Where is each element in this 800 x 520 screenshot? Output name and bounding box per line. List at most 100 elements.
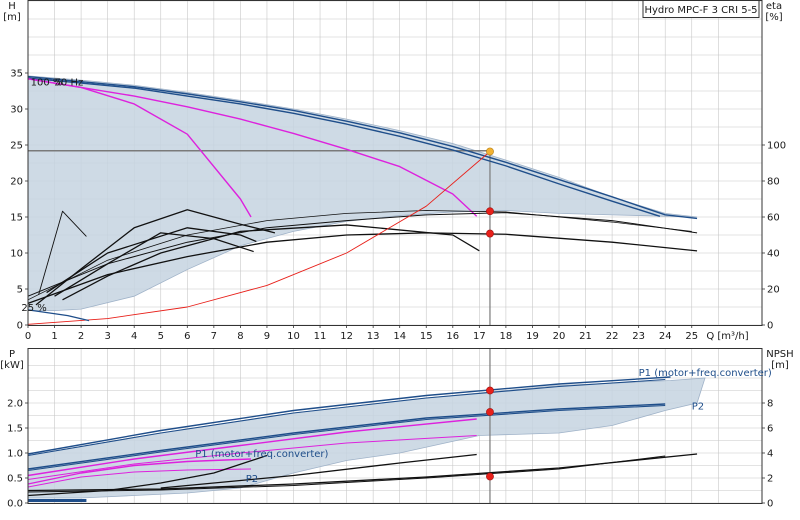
head-eta-series-blue-1 xyxy=(27,77,661,217)
head-eta-ytick-right-label: 60 xyxy=(767,213,780,224)
xtick-label: 10 xyxy=(287,331,300,342)
xaxis-label: Q [m³/h] xyxy=(706,331,748,342)
power-npsh-annotation-1: P2 xyxy=(692,402,704,413)
power-npsh-annotation-0: P1 (motor+freq.converter) xyxy=(639,368,772,379)
head-eta-series-black-11 xyxy=(27,210,692,301)
head-eta-operating-band xyxy=(27,75,698,312)
head-eta-ytick-left-label: 35 xyxy=(10,69,23,80)
power-npsh-series-black-11 xyxy=(27,455,666,493)
power-npsh-ytick-left-label: 1.5 xyxy=(7,424,23,435)
head-eta-ylabel-right-unit: [%] xyxy=(765,12,782,23)
xtick-label: 0 xyxy=(25,331,31,342)
xtick-label: 1 xyxy=(51,331,57,342)
xtick-label: 16 xyxy=(446,331,459,342)
head-eta-series-magenta-2 xyxy=(27,78,478,217)
head-eta-ylabel-left-symbol: H xyxy=(8,1,16,12)
head-eta-series-black-9 xyxy=(27,232,698,305)
head-eta-series-black-8 xyxy=(62,224,480,301)
head-eta-annotation-0: 100 % xyxy=(31,78,63,89)
head-eta-ytick-left-label: 15 xyxy=(10,213,23,224)
xtick-label: 11 xyxy=(314,331,327,342)
power-npsh-ytick-right-label: 4 xyxy=(767,449,773,460)
xtick-label: 5 xyxy=(158,331,164,342)
head-eta-ytick-left-label: 20 xyxy=(10,177,23,188)
head-eta-series-red-12 xyxy=(27,151,491,325)
power-npsh-series-blue-1 xyxy=(27,378,666,457)
power-npsh-ytick-left-label: 1.0 xyxy=(7,449,23,460)
head-eta-series-black-10 xyxy=(27,212,698,297)
head-eta-series-black-6 xyxy=(46,227,257,294)
head-eta-annotation-1: 50 Hz xyxy=(55,78,84,89)
power-npsh-series-magenta-7 xyxy=(27,468,252,488)
power-npsh-ytick-right-label: 6 xyxy=(767,424,773,435)
chart-title: Hydro MPC-F 3 CRI 5-5 xyxy=(644,5,757,16)
power-npsh-series-blue-3 xyxy=(27,404,666,472)
xtick-label: 25 xyxy=(685,331,698,342)
head-eta-annotation-2: 25 % xyxy=(21,303,46,314)
head-eta-ytick-left-label: 5 xyxy=(17,285,23,296)
power-npsh-series-blue-2 xyxy=(27,403,666,470)
power-npsh-ylabel-left-symbol: P xyxy=(9,349,15,360)
head-eta-ytick-left-label: 10 xyxy=(10,249,23,260)
power-npsh-annotation-3: P2 xyxy=(246,474,258,485)
head-eta-series-black-4 xyxy=(38,210,87,295)
xtick-label: 21 xyxy=(579,331,592,342)
power-npsh-series-blue-0 xyxy=(27,376,671,455)
power-npsh-marker-2 xyxy=(486,472,494,481)
head-eta-marker-2 xyxy=(486,229,494,238)
head-eta-ytick-left-label: 0 xyxy=(17,321,23,332)
head-eta-ytick-right-label: 20 xyxy=(767,285,780,296)
head-eta-ylabel-left-unit: [m] xyxy=(3,12,21,23)
head-eta-plot-frame xyxy=(27,0,763,326)
xtick-label: 24 xyxy=(659,331,672,342)
head-eta-marker-1 xyxy=(486,207,494,216)
head-eta-ytick-left-label: 30 xyxy=(10,105,23,116)
xtick-label: 18 xyxy=(500,331,513,342)
power-npsh-series-black-9 xyxy=(160,453,477,489)
power-npsh-marker-1 xyxy=(486,408,494,416)
xtick-label: 7 xyxy=(211,331,217,342)
xtick-label: 4 xyxy=(131,331,137,342)
xtick-label: 2 xyxy=(78,331,84,342)
xtick-label: 12 xyxy=(340,331,353,342)
xtick-label: 8 xyxy=(237,331,243,342)
chart-title-box xyxy=(642,0,760,18)
xtick-label: 6 xyxy=(184,331,190,342)
power-npsh-ytick-left-label: 0.0 xyxy=(7,499,23,510)
head-eta-ytick-right-label: 80 xyxy=(767,177,780,188)
xtick-label: 17 xyxy=(473,331,486,342)
head-eta-marker-0 xyxy=(486,147,494,156)
head-eta-series-blue-13 xyxy=(27,309,90,322)
power-npsh-series-magenta-4 xyxy=(27,418,477,477)
power-npsh-ylabel-right-symbol: NPSH xyxy=(766,349,793,360)
head-eta-ytick-right-label: 40 xyxy=(767,249,780,260)
head-eta-ytick-right-label: 0 xyxy=(767,321,773,332)
power-npsh-ylabel-right-unit: [m] xyxy=(771,360,789,371)
power-npsh-ytick-left-label: 2.0 xyxy=(7,399,23,410)
head-eta-series-black-7 xyxy=(54,232,254,297)
head-eta-ytick-left-label: 25 xyxy=(10,141,23,152)
xtick-label: 3 xyxy=(104,331,110,342)
power-npsh-ytick-right-label: 2 xyxy=(767,474,773,485)
xtick-label: 15 xyxy=(420,331,433,342)
head-eta-ytick-right-label: 100 xyxy=(767,141,786,152)
xtick-label: 19 xyxy=(526,331,539,342)
head-eta-series-blue-0 xyxy=(27,75,698,220)
power-npsh-series-black-8 xyxy=(27,454,268,497)
xtick-label: 14 xyxy=(393,331,406,342)
xtick-label: 23 xyxy=(632,331,645,342)
power-npsh-series-black-10 xyxy=(27,453,698,492)
power-npsh-ytick-right-label: 8 xyxy=(767,399,773,410)
power-npsh-marker-0 xyxy=(486,386,494,395)
power-npsh-series-magenta-5 xyxy=(27,435,477,480)
power-npsh-ylabel-left-unit: [kW] xyxy=(0,360,24,371)
xtick-label: 20 xyxy=(553,331,566,342)
xtick-label: 22 xyxy=(606,331,619,342)
head-eta-series-magenta-3 xyxy=(27,78,252,218)
power-npsh-annotation-2: P1 (motor+freq.converter) xyxy=(195,449,328,460)
xtick-label: 13 xyxy=(367,331,380,342)
power-npsh-series-magenta-6 xyxy=(27,458,252,485)
power-npsh-ytick-left-label: 0.5 xyxy=(7,474,23,485)
head-eta-ylabel-right-symbol: eta xyxy=(766,1,782,12)
